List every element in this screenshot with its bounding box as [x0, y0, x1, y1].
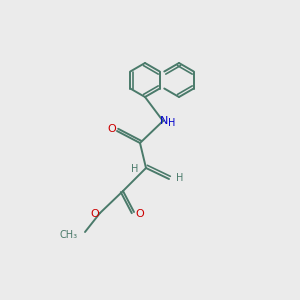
Text: CH₃: CH₃	[60, 230, 78, 240]
Text: H: H	[131, 164, 139, 174]
Text: N: N	[160, 116, 168, 126]
Text: O: O	[108, 124, 116, 134]
Text: O: O	[91, 209, 99, 219]
Text: H: H	[176, 173, 184, 183]
Text: O: O	[136, 209, 144, 219]
Text: H: H	[168, 118, 176, 128]
